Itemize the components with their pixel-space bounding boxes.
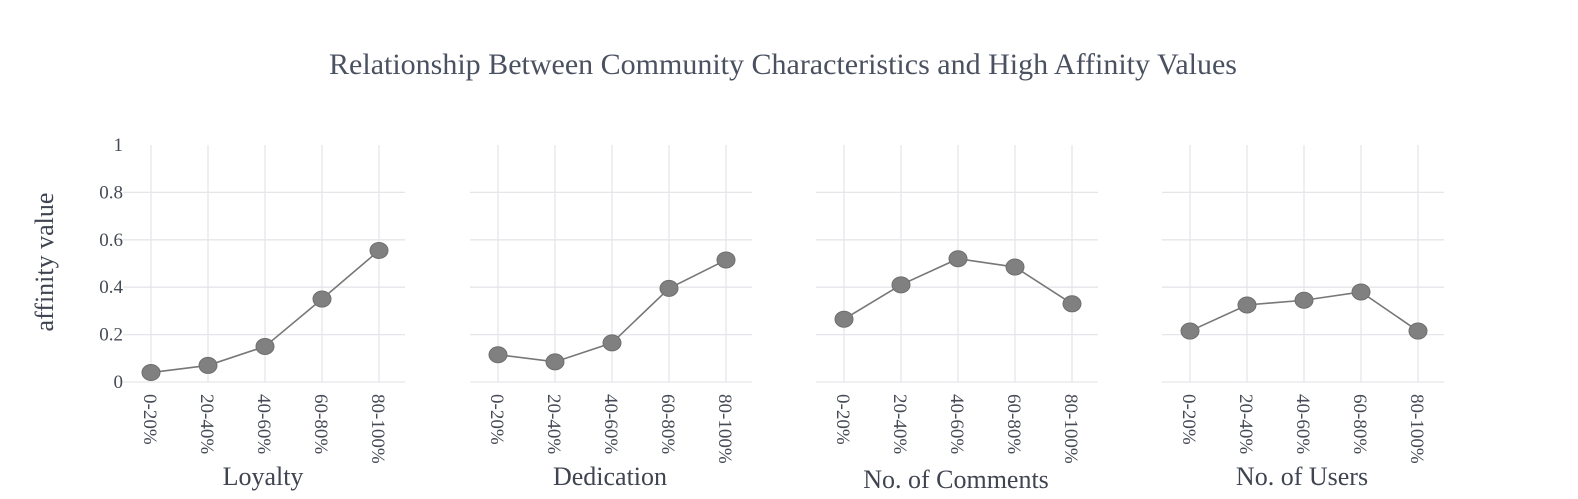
data-point <box>1294 291 1314 309</box>
x-tick-label: 20-40% <box>196 394 217 454</box>
x-tick-label: 0-20% <box>1178 394 1199 445</box>
panel-4: 0-20% 20-40% 40-60% 60-80% 80-100% No. of Use… <box>1162 145 1444 491</box>
x-tick-label: 0-20% <box>139 394 160 445</box>
y-tick-label: 0.8 <box>99 182 123 203</box>
data-point <box>834 310 854 328</box>
x-tick-label: 80-100% <box>714 394 735 464</box>
x-axis-title: No. of Comments <box>863 465 1049 494</box>
data-point <box>602 334 622 352</box>
data-point <box>1408 322 1428 340</box>
panels: 0 0.2 0.4 0.6 0.8 1 0-20% 20-40% 40-60% 60-80% 80-… <box>99 135 1444 494</box>
data-point <box>659 279 679 297</box>
x-axis-title: No. of Users <box>1236 462 1368 491</box>
x-tick-label: 80-100% <box>1406 394 1427 464</box>
x-tick-label: 20-40% <box>1235 394 1256 454</box>
y-tick-label: 0 <box>114 372 124 393</box>
chart-title: Relationship Between Community Character… <box>329 48 1237 81</box>
data-point <box>141 364 161 382</box>
y-tick-label: 1 <box>114 135 124 156</box>
data-point <box>488 346 508 364</box>
x-axis-title: Loyalty <box>223 462 304 491</box>
data-point <box>255 337 275 355</box>
x-tick-label: 0-20% <box>486 394 507 445</box>
panel-1: 0-20% 20-40% 40-60% 60-80% 80-100% Loyalty <box>123 145 405 491</box>
x-tick-label: 60-80% <box>1349 394 1370 454</box>
x-tick-label: 80-100% <box>1060 394 1081 464</box>
data-point <box>1062 295 1082 313</box>
data-point <box>1237 296 1257 314</box>
x-tick-label: 60-80% <box>1003 394 1024 454</box>
x-tick-label: 60-80% <box>310 394 331 454</box>
panel-2: 0-20% 20-40% 40-60% 60-80% 80-100% Dedication <box>470 145 752 491</box>
x-tick-label: 20-40% <box>543 394 564 454</box>
x-tick-label: 40-60% <box>600 394 621 454</box>
y-axis-title: affinity value <box>30 193 59 332</box>
x-tick-label: 0-20% <box>832 394 853 445</box>
data-point <box>948 250 968 268</box>
x-tick-label: 40-60% <box>946 394 967 454</box>
data-point <box>1005 258 1025 276</box>
data-point <box>545 353 565 371</box>
data-point <box>198 356 218 374</box>
y-tick-label: 0.6 <box>99 230 123 251</box>
data-point <box>1351 283 1371 301</box>
data-point <box>312 290 332 308</box>
x-tick-label: 40-60% <box>253 394 274 454</box>
y-tick-label: 0.2 <box>99 325 123 346</box>
data-point <box>716 251 736 269</box>
panel-3: 0-20% 20-40% 40-60% 60-80% 80-100% No. of Com… <box>816 145 1098 494</box>
data-point <box>1180 322 1200 340</box>
x-tick-label: 20-40% <box>889 394 910 454</box>
data-point <box>891 276 911 294</box>
x-tick-label: 80-100% <box>367 394 388 464</box>
data-point <box>369 241 389 259</box>
x-axis-title: Dedication <box>553 462 667 491</box>
x-tick-label: 60-80% <box>657 394 678 454</box>
y-tick-label: 0.4 <box>99 277 123 298</box>
x-tick-label: 40-60% <box>1292 394 1313 454</box>
